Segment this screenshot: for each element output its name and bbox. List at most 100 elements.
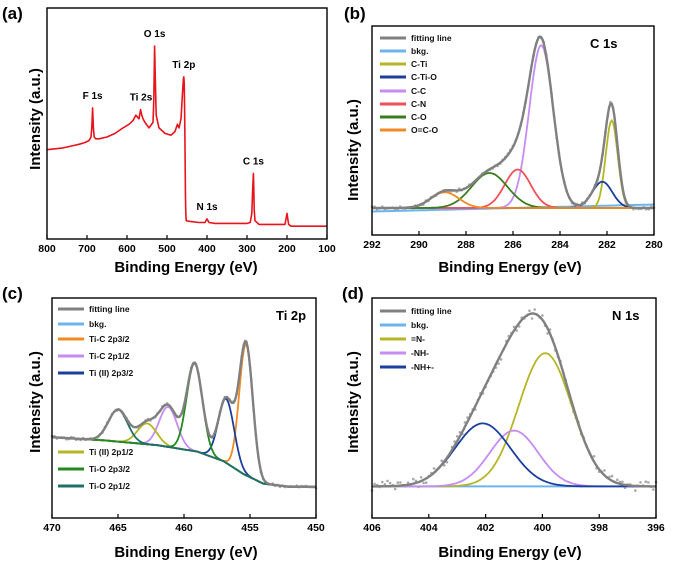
legend-label-bkg: bkg. xyxy=(411,46,428,56)
legend-label-fitting-line: fitting line xyxy=(89,304,130,314)
panel-d-data-point xyxy=(419,476,423,479)
panel-d-data-point xyxy=(530,317,534,320)
panel-d-data-point xyxy=(388,481,392,485)
legend-label-ti-ii-2p3-2: Ti (II) 2p3/2 xyxy=(89,368,134,378)
panel-b-tick-label: 292 xyxy=(363,239,381,251)
panel-a-frame xyxy=(46,7,328,240)
panel-d-data-point xyxy=(603,469,606,472)
legend-label-fitting-line: fitting line xyxy=(411,306,452,316)
panel-c-frame xyxy=(51,297,317,519)
panel-d-data-point xyxy=(443,464,446,467)
panel-a-tick-label: 800 xyxy=(38,243,56,255)
panel-a-tick-label: 500 xyxy=(158,243,176,255)
panel-d-tick-label: 396 xyxy=(647,522,665,534)
panel-a-peak-labels: O 1s F 1s Ti 2s Ti 2p N 1s C 1s xyxy=(83,29,265,213)
panel-d-data-point xyxy=(432,467,436,470)
panel-d-title: N 1s xyxy=(612,308,639,323)
panel-b-series-c-n xyxy=(372,168,654,209)
legend-label-c-n: C-N xyxy=(411,99,426,109)
panel-d-tick-label: 406 xyxy=(363,522,381,534)
peak-label-ti-2p: Ti 2p xyxy=(172,60,195,71)
panel-a-tick-label: 100 xyxy=(318,243,336,255)
panel-c-ylabel: Intensity (a.u.) xyxy=(27,351,44,453)
legend-label-c-c: C-C xyxy=(411,86,426,96)
panel-d-series-n xyxy=(372,352,656,488)
panel-c-title: Ti 2p xyxy=(276,308,306,323)
panel-d-data-point xyxy=(616,478,619,482)
panel-c-label: (c) xyxy=(2,284,23,303)
panel-a-tick-label: 400 xyxy=(198,243,216,255)
panel-a-xticks: 800 700 600 500 400 300 200 100 xyxy=(38,235,336,255)
panel-c-tick-label: 470 xyxy=(43,522,61,534)
panel-d-data-point xyxy=(652,488,655,491)
panel-d-data-point xyxy=(386,479,389,483)
panel-d-xticks: 406 404 402 400 398 396 xyxy=(363,514,665,534)
legend-label-fitting-line: fitting line xyxy=(411,33,452,43)
legend-label-ti-c-2p3-2: Ti-C 2p3/2 xyxy=(89,334,130,344)
legend-label-nh: -NH+- xyxy=(411,362,434,372)
panel-d-data-point xyxy=(393,487,397,491)
panel-d-data-point xyxy=(381,480,384,484)
legend-label-n: =N- xyxy=(411,334,425,344)
legend-label-bkg: bkg. xyxy=(89,319,106,329)
panel-a-tick-label: 300 xyxy=(238,243,256,255)
peak-label-n-1s: N 1s xyxy=(196,202,218,213)
panel-c-fit-curves xyxy=(50,339,318,490)
panel-d-data-point xyxy=(541,314,544,317)
panel-d-series-nh xyxy=(372,429,656,488)
panel-b: (b) Intensity (a.u.) Binding Energy (eV)… xyxy=(344,4,663,276)
panel-c-series-fitting-line xyxy=(51,339,316,488)
panel-d-data-point xyxy=(639,481,642,484)
panel-d-data-point xyxy=(406,481,410,485)
legend-label-bkg: bkg. xyxy=(411,320,428,330)
panel-a: (a) Intensity (a.u.) Binding Energy (eV)… xyxy=(2,4,336,276)
legend-label-o-c-o: O=C-O xyxy=(411,125,439,135)
panel-d-label: (d) xyxy=(342,284,364,303)
legend-label-c-ti: C-Ti xyxy=(411,59,427,69)
panel-d-xlabel: Binding Energy (eV) xyxy=(438,544,581,561)
panel-d-data-point xyxy=(533,308,536,311)
panel-d-data-point xyxy=(644,480,647,484)
panel-a-tick-label: 600 xyxy=(118,243,136,255)
panel-d-tick-label: 400 xyxy=(534,522,552,534)
panel-d-frame xyxy=(371,297,657,519)
panel-d-data-point xyxy=(440,459,444,463)
panel-b-series-fitting-line xyxy=(372,35,654,210)
panel-c-series-bkg xyxy=(51,436,316,488)
legend-label-ti-o-2p3-2: Ti-O 2p3/2 xyxy=(89,464,130,474)
panel-b-tick-label: 288 xyxy=(457,239,475,251)
panel-d-fit-curves xyxy=(370,308,658,492)
panel-d-data-point xyxy=(424,481,428,485)
panel-d-data-point xyxy=(610,474,614,478)
panel-b-ylabel: Intensity (a.u.) xyxy=(345,99,362,201)
panel-d-data-point xyxy=(455,435,459,438)
panel-d-data-point xyxy=(383,483,387,486)
legend-label-ti-c-2p1-2: Ti-C 2p1/2 xyxy=(89,351,130,361)
panel-c-tick-label: 450 xyxy=(307,522,325,534)
panel-d-data-point xyxy=(528,309,531,313)
panel-d-data-point xyxy=(412,477,415,481)
panel-d-series-nh xyxy=(372,422,656,488)
panel-d-tick-label: 398 xyxy=(590,522,608,534)
panel-b-xlabel: Binding Energy (eV) xyxy=(438,259,581,276)
panel-c-tick-label: 455 xyxy=(241,522,259,534)
legend-label-ti-ii-2p1-2: Ti (II) 2p1/2 xyxy=(89,447,134,457)
panel-c-tick-label: 460 xyxy=(175,522,193,534)
panel-d-tick-label: 402 xyxy=(477,522,495,534)
panel-b-label: (b) xyxy=(344,4,366,23)
panel-b-tick-label: 280 xyxy=(645,239,663,251)
panel-d-data-point xyxy=(373,482,376,486)
panel-d-ylabel: Intensity (a.u.) xyxy=(345,351,362,453)
panel-d-data-point xyxy=(592,455,596,458)
panel-d-data-point xyxy=(515,329,518,332)
panel-a-ylabel: Intensity (a.u.) xyxy=(27,68,44,170)
peak-label-ti-2s: Ti 2s xyxy=(130,93,153,104)
panel-d-data-point xyxy=(445,460,449,464)
panel-c-xticks: 470 465 460 455 450 xyxy=(43,514,325,534)
panel-a-xlabel: Binding Energy (eV) xyxy=(114,259,257,276)
peak-label-f-1s: F 1s xyxy=(83,91,103,102)
panel-d-tick-label: 404 xyxy=(420,522,438,534)
legend-label-c-o: C-O xyxy=(411,112,427,122)
panel-a-label: (a) xyxy=(2,4,23,23)
panel-d-data-point xyxy=(546,332,549,335)
